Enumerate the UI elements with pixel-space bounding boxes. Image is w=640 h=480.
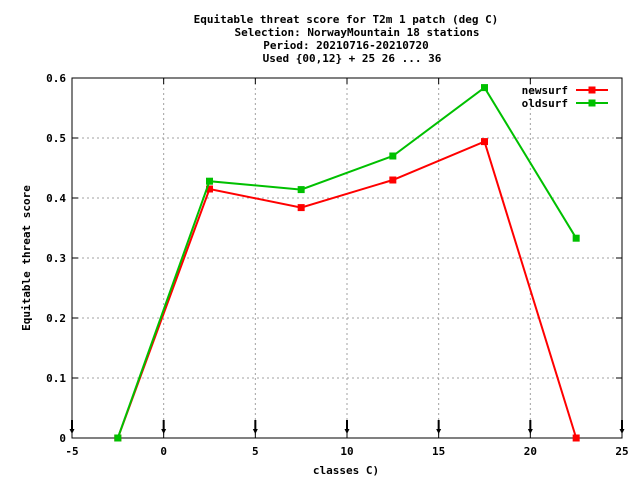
- data-point-oldsurf: [481, 84, 488, 92]
- data-point-oldsurf: [389, 152, 397, 160]
- y-tick-label: 0.2: [46, 312, 66, 325]
- x-tick-label: 5: [252, 445, 259, 458]
- legend-label-oldsurf: oldsurf: [522, 97, 568, 110]
- y-tick-label: 0.6: [46, 72, 66, 85]
- data-point-oldsurf: [572, 234, 580, 242]
- legend-marker-newsurf: [588, 86, 596, 94]
- x-arrow-marker-head: [344, 429, 350, 434]
- chart-title-line-3: Period: 20210716-20210720: [263, 39, 429, 52]
- x-arrow-marker-head: [619, 429, 625, 434]
- x-axis-label: classes C): [313, 464, 379, 477]
- y-tick-label: 0.4: [46, 192, 66, 205]
- x-tick-label: 0: [160, 445, 167, 458]
- data-point-newsurf: [572, 434, 580, 442]
- series-oldsurf: [114, 84, 580, 442]
- x-arrow-marker-head: [252, 429, 258, 434]
- x-arrow-marker-head: [527, 429, 533, 434]
- x-arrow-marker-head: [436, 429, 442, 434]
- x-tick-label: 25: [615, 445, 628, 458]
- data-point-oldsurf: [206, 177, 213, 185]
- x-arrow-marker-head: [69, 429, 75, 434]
- grid: [72, 78, 622, 438]
- legend-label-newsurf: newsurf: [522, 84, 568, 97]
- chart-title-line-2: Selection: NorwayMountain 18 stations: [234, 26, 479, 39]
- y-tick-label: 0: [59, 432, 66, 445]
- x-tick-label: 15: [432, 445, 445, 458]
- data-point-oldsurf: [297, 186, 305, 194]
- chart-title-line-1: Equitable threat score for T2m 1 patch (…: [194, 13, 499, 26]
- y-axis-label: Equitable threat score: [20, 185, 33, 331]
- data-point-newsurf: [297, 204, 305, 212]
- series-line-oldsurf: [116, 86, 578, 439]
- x-tick-label: -5: [65, 445, 78, 458]
- y-tick-label: 0.1: [46, 372, 66, 385]
- data-point-newsurf: [481, 138, 488, 146]
- legend-marker-oldsurf: [588, 99, 596, 107]
- data-point-oldsurf: [114, 434, 122, 442]
- y-tick-label: 0.3: [46, 252, 66, 265]
- x-tick-label: 10: [340, 445, 353, 458]
- x-arrow-marker-head: [161, 429, 167, 434]
- y-tick-label: 0.5: [46, 132, 66, 145]
- chart-title-line-4: Used {00,12} + 25 26 ... 36: [263, 52, 442, 65]
- x-tick-label: 20: [524, 445, 537, 458]
- data-point-newsurf: [206, 185, 213, 193]
- series-line-newsurf: [116, 140, 578, 439]
- data-point-newsurf: [389, 176, 397, 184]
- series-layer: [114, 84, 580, 442]
